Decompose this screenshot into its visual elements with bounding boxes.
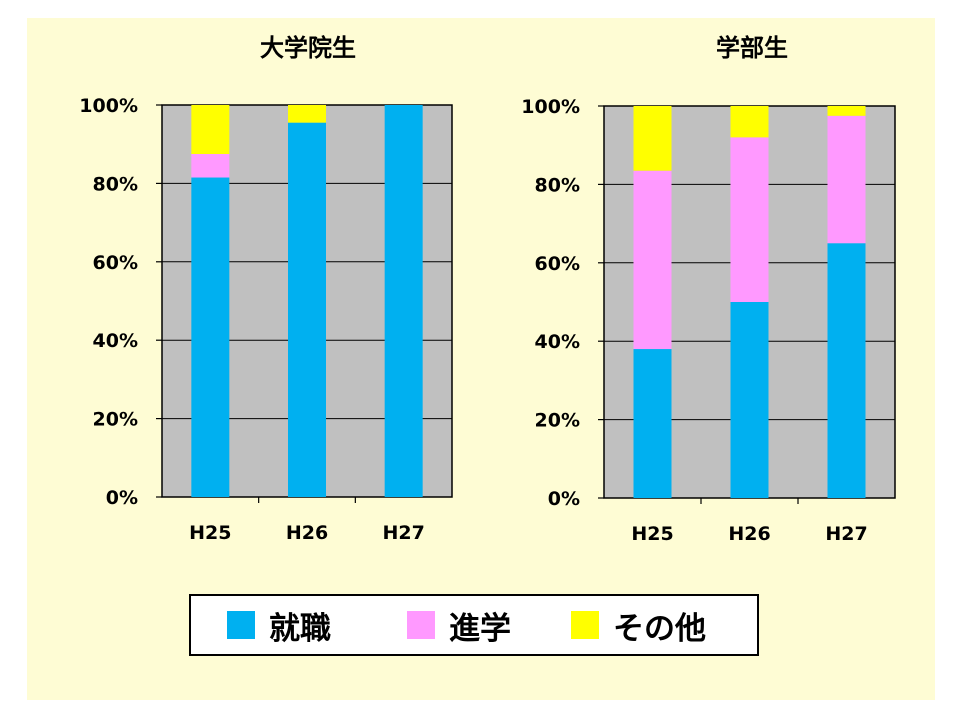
legend-item-further-study: 進学: [407, 596, 511, 654]
y-tick-label: 60%: [535, 253, 580, 275]
x-tick-label: H26: [728, 523, 770, 545]
bar-further-study-h25: [191, 154, 230, 178]
legend-swatch: [407, 611, 435, 639]
bar-other-h26: [288, 105, 326, 123]
bar-other-h26: [730, 106, 769, 138]
legend-swatch: [571, 611, 599, 639]
y-tick-label: 80%: [93, 173, 138, 195]
legend-label: その他: [613, 610, 706, 647]
y-tick-label: 60%: [93, 252, 138, 274]
legend-swatch: [227, 611, 255, 639]
bar-further-study-h25: [633, 170, 672, 350]
bar-employment-h25: [633, 349, 672, 498]
x-tick-label: H25: [631, 523, 673, 545]
y-tick-label: 100%: [521, 96, 580, 118]
bar-employment-h27: [827, 243, 866, 498]
y-axis: 0% 20% 40% 60% 80% 100%: [521, 96, 604, 510]
bar-other-h25: [633, 106, 672, 171]
bar-employment-h26: [730, 302, 769, 498]
y-tick-label: 100%: [79, 95, 138, 117]
x-axis: H25 H26 H27: [189, 497, 425, 544]
bar-further-study-h27: [827, 115, 866, 244]
bar-employment-h25: [191, 177, 230, 497]
chart-title: 大学院生: [260, 34, 356, 62]
y-tick-label: 0%: [106, 487, 138, 509]
bars: [191, 105, 423, 497]
y-tick-label: 40%: [93, 330, 138, 352]
legend: 就職 進学 その他: [189, 594, 759, 656]
y-tick-label: 20%: [535, 410, 580, 432]
legend-item-employment: 就職: [227, 596, 331, 654]
chart-title: 学部生: [716, 34, 788, 62]
bar-employment-h26: [288, 122, 326, 497]
chart-undergraduate: 学部生 0% 20% 40% 60% 80% 100% H25 H26 H27: [521, 34, 896, 545]
legend-item-other: その他: [571, 596, 706, 654]
bar-other-h25: [191, 105, 230, 154]
legend-label: 進学: [449, 610, 511, 647]
y-tick-label: 80%: [535, 174, 580, 196]
x-tick-label: H27: [382, 522, 424, 544]
bar-other-h27: [827, 106, 866, 116]
chart-graduate: 大学院生 0% 20% 40% 60% 80% 100% H25 H26 H27: [79, 34, 453, 544]
bar-further-study-h26: [730, 137, 769, 302]
legend-label: 就職: [269, 610, 331, 647]
y-tick-label: 20%: [93, 409, 138, 431]
x-tick-label: H27: [825, 523, 867, 545]
y-axis: 0% 20% 40% 60% 80% 100%: [79, 95, 162, 509]
y-tick-label: 0%: [548, 488, 580, 510]
bar-employment-h27: [384, 105, 423, 497]
x-tick-label: H26: [286, 522, 328, 544]
x-tick-label: H25: [189, 522, 231, 544]
y-tick-label: 40%: [535, 331, 580, 353]
bars: [633, 106, 866, 498]
x-axis: H25 H26 H27: [631, 498, 868, 545]
